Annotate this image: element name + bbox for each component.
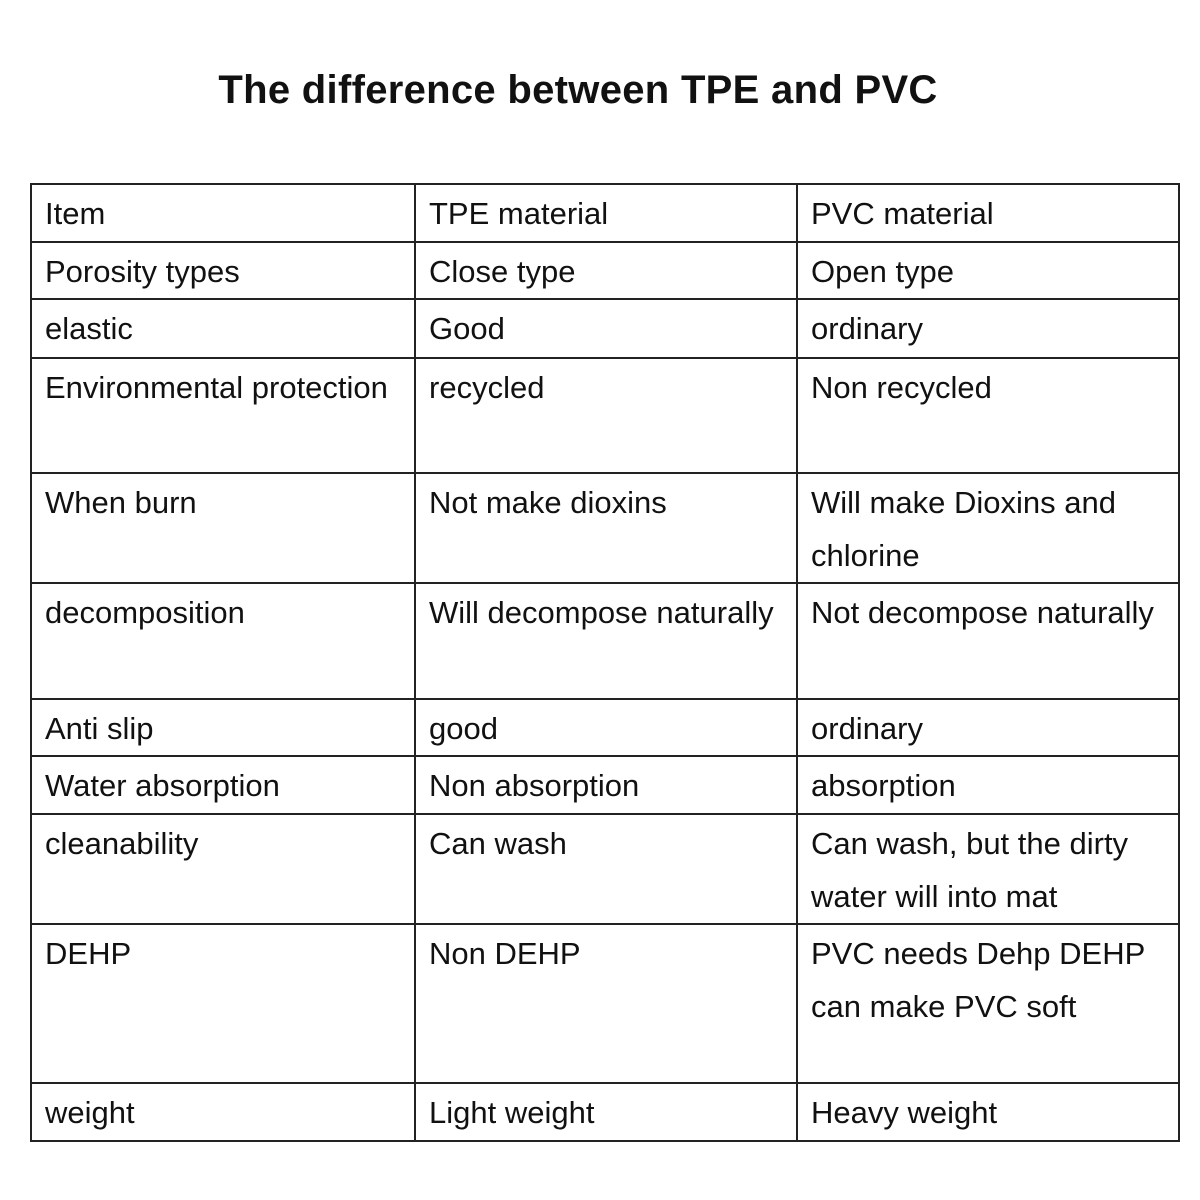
cell-item: elastic: [30, 298, 416, 359]
header-cell-item: Item: [30, 183, 416, 243]
cell-pvc: Not decompose naturally: [796, 582, 1180, 700]
table-row: Porosity types Close type Open type: [30, 241, 1180, 300]
cell-item: When burn: [30, 472, 416, 584]
cell-pvc: Can wash, but the dirty water will into …: [796, 813, 1180, 925]
cell-item: DEHP: [30, 923, 416, 1084]
table-row: Anti slip good ordinary: [30, 698, 1180, 757]
cell-tpe: Can wash: [414, 813, 798, 925]
cell-item: Anti slip: [30, 698, 416, 757]
table-row: decomposition Will decompose naturally Not…: [30, 582, 1180, 700]
table-row: Environmental protection recycled Non recy…: [30, 357, 1180, 474]
cell-item: Porosity types: [30, 241, 416, 300]
cell-tpe: Light weight: [414, 1082, 798, 1142]
cell-tpe: Good: [414, 298, 798, 359]
cell-item: Water absorption: [30, 755, 416, 815]
cell-item: Environmental protection: [30, 357, 416, 474]
page-title: The difference between TPE and PVC: [218, 68, 938, 112]
cell-pvc: Non recycled: [796, 357, 1180, 474]
cell-item: decomposition: [30, 582, 416, 700]
cell-tpe: Close type: [414, 241, 798, 300]
cell-pvc: ordinary: [796, 698, 1180, 757]
cell-pvc: Heavy weight: [796, 1082, 1180, 1142]
table-row: DEHP Non DEHP PVC needs Dehp DEHP can make…: [30, 923, 1180, 1084]
table-row: weight Light weight Heavy weight: [30, 1082, 1180, 1142]
cell-tpe: Non absorption: [414, 755, 798, 815]
table-header-row: Item TPE material PVC material: [30, 183, 1180, 243]
cell-item: cleanability: [30, 813, 416, 925]
table-row: When burn Not make dioxins Will make Dioxi…: [30, 472, 1180, 584]
cell-pvc: absorption: [796, 755, 1180, 815]
cell-pvc: Will make Dioxins and chlorine: [796, 472, 1180, 584]
cell-tpe: recycled: [414, 357, 798, 474]
cell-tpe: Will decompose naturally: [414, 582, 798, 700]
header-cell-pvc: PVC material: [796, 183, 1180, 243]
cell-pvc: ordinary: [796, 298, 1180, 359]
cell-pvc: PVC needs Dehp DEHP can make PVC soft: [796, 923, 1180, 1084]
cell-tpe: good: [414, 698, 798, 757]
cell-tpe: Not make dioxins: [414, 472, 798, 584]
comparison-table: Item TPE material PVC material Porosity typ…: [30, 183, 1180, 1142]
table-row: elastic Good ordinary: [30, 298, 1180, 359]
cell-tpe: Non DEHP: [414, 923, 798, 1084]
table-row: cleanability Can wash Can wash, but the di…: [30, 813, 1180, 925]
header-cell-tpe: TPE material: [414, 183, 798, 243]
cell-item: weight: [30, 1082, 416, 1142]
table-row: Water absorption Non absorption absorption: [30, 755, 1180, 815]
cell-pvc: Open type: [796, 241, 1180, 300]
